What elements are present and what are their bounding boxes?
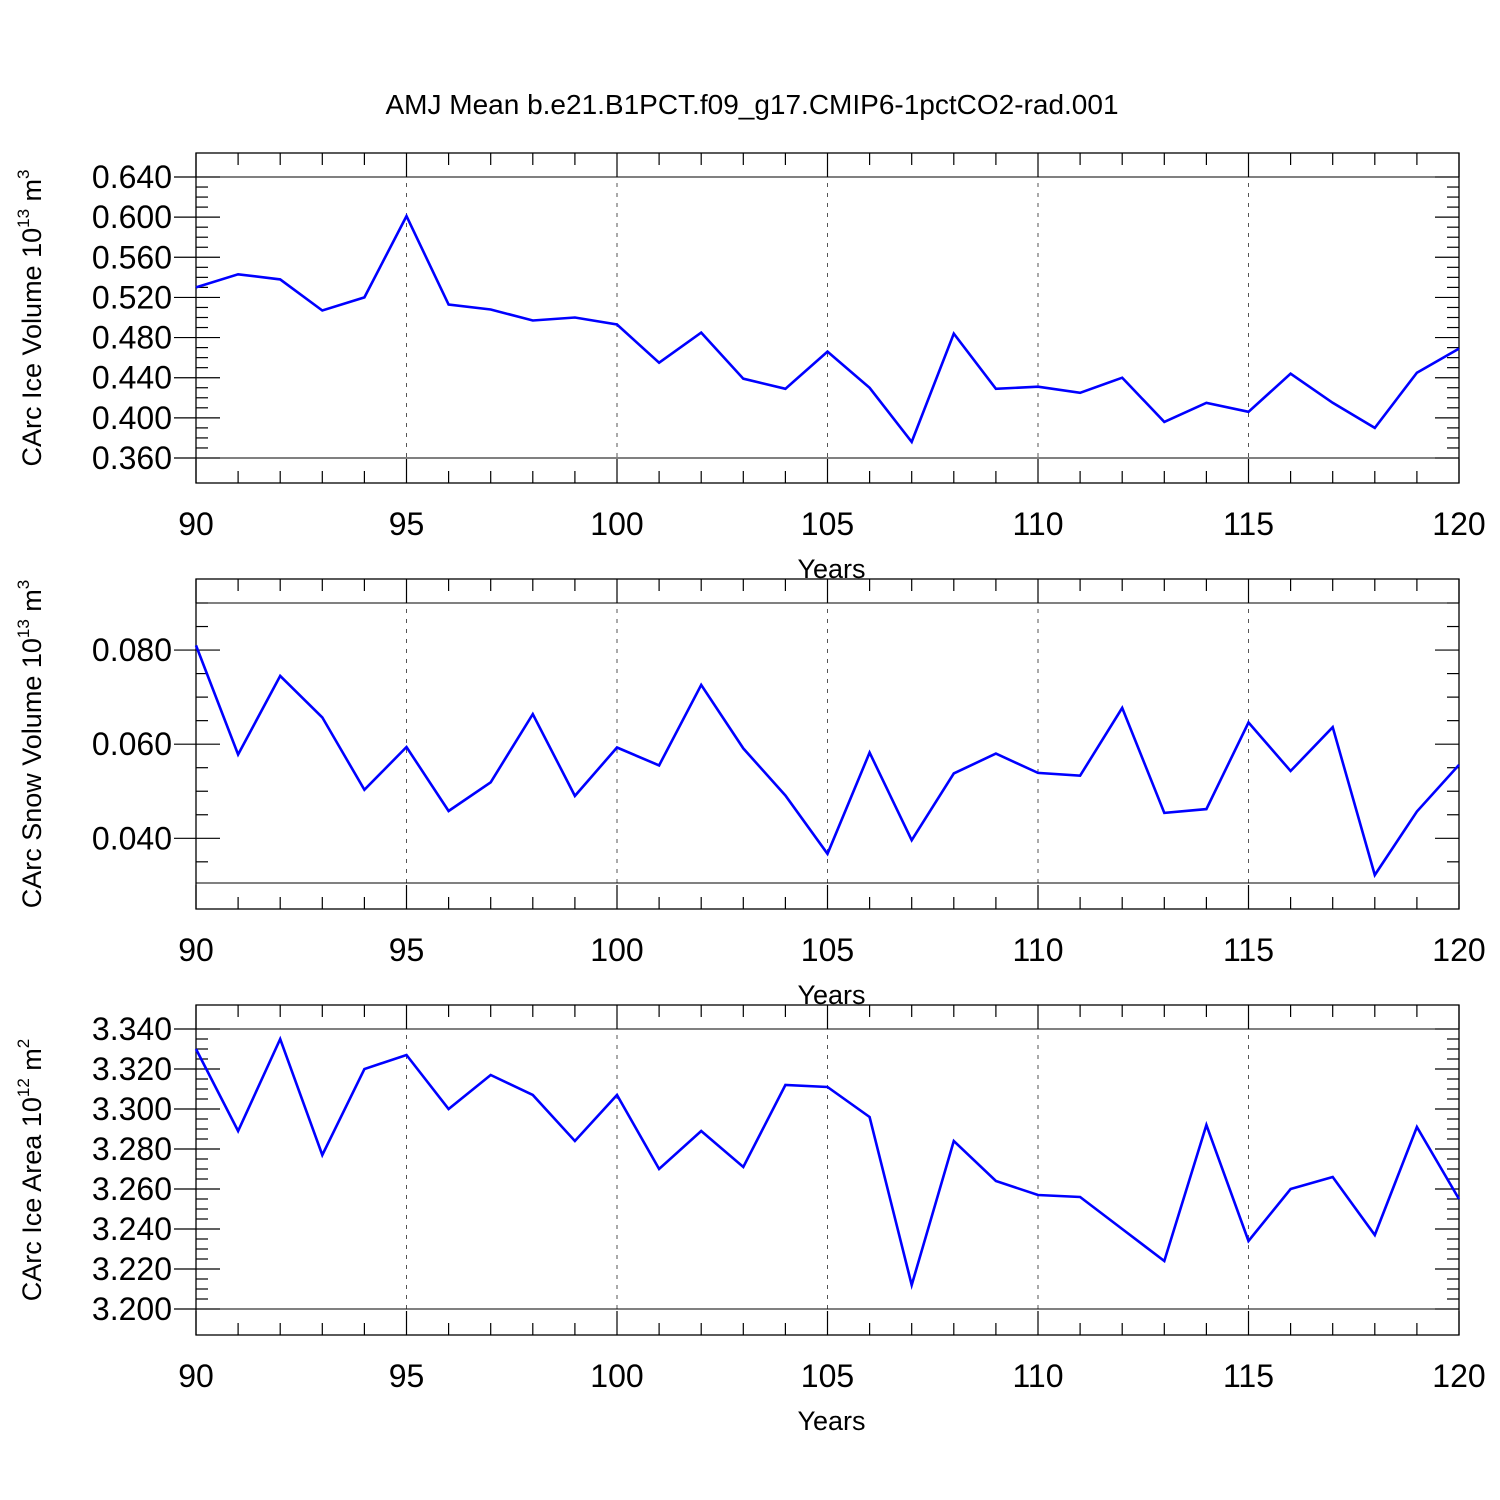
x-tick-label: 115	[1223, 1358, 1274, 1394]
y-axis-label-superscript: 13	[14, 209, 33, 228]
y-tick-label: 3.300	[92, 1091, 172, 1127]
y-axis-label-superscript: 13	[14, 619, 33, 638]
y-tick-label: 0.480	[92, 320, 172, 356]
y-tick-label: 3.320	[92, 1051, 172, 1087]
y-tick-label: 0.600	[92, 199, 172, 235]
panel-1: 0.360 0.400 0.440 0.480 0.520 0.560 0.600 0.640…	[14, 152, 1486, 584]
data-series-line	[194, 1035, 1461, 1290]
x-tick-label: 110	[1012, 506, 1063, 542]
x-tick-label: 90	[178, 1358, 214, 1394]
x-tick-label: 95	[389, 1358, 425, 1394]
y-tick-label: 3.260	[92, 1171, 172, 1207]
x-tick-label: 95	[389, 506, 425, 542]
y-axis-label: CArc Snow Volume 1013 m3	[14, 580, 47, 909]
y-tick-label: 0.560	[92, 239, 172, 275]
y-axis-label-superscript: 12	[14, 1078, 33, 1097]
y-tick-label: 0.080	[92, 632, 172, 668]
x-tick-label: 120	[1432, 506, 1485, 542]
x-tick-label: 100	[590, 1358, 643, 1394]
y-tick-label: 3.200	[92, 1291, 172, 1327]
y-axis-label: CArc Ice Volume 1013 m3	[14, 169, 47, 466]
x-tick-label: 105	[801, 1358, 854, 1394]
y-tick-label: 3.340	[92, 1011, 172, 1047]
y-tick-label: 3.240	[92, 1211, 172, 1247]
y-tick-label: 3.220	[92, 1251, 172, 1287]
chart-panels: 0.360 0.400 0.440 0.480 0.520 0.560 0.600 0.640…	[14, 152, 1486, 1436]
y-tick-label: 0.440	[92, 360, 172, 396]
y-axis-label-superscript: 3	[14, 580, 33, 589]
y-tick-label: 0.360	[92, 440, 172, 476]
y-tick-label: 3.280	[92, 1131, 172, 1167]
y-axis-label-superscript: 2	[14, 1039, 33, 1048]
y-axis-label-text: CArc Ice Area 10	[17, 1097, 47, 1301]
x-tick-label: 90	[178, 932, 214, 968]
data-series-line	[194, 644, 1460, 879]
x-tick-label: 115	[1223, 506, 1274, 542]
x-tick-label: 100	[590, 932, 643, 968]
data-series-line	[195, 213, 1460, 445]
y-tick-label: 0.040	[92, 820, 172, 856]
x-tick-label: 110	[1012, 932, 1063, 968]
y-axis-label-text: CArc Snow Volume 10	[17, 638, 47, 908]
y-axis-label-text: CArc Ice Volume 10	[17, 228, 47, 467]
y-axis-label-superscript: 3	[14, 169, 33, 178]
y-tick-label: 0.060	[92, 726, 172, 762]
y-axis-label-text: m	[17, 589, 47, 619]
x-tick-label: 90	[178, 506, 214, 542]
panel-3: 3.200 3.220 3.240 3.260 3.280 3.300 3.320 3.340…	[14, 1004, 1486, 1436]
x-tick-label: 110	[1012, 1358, 1063, 1394]
x-tick-label: 115	[1223, 932, 1274, 968]
y-tick-label: 0.640	[92, 159, 172, 195]
y-tick-label: 0.520	[92, 279, 172, 315]
x-tick-label: 105	[801, 932, 854, 968]
chart-title: AMJ Mean b.e21.B1PCT.f09_g17.CMIP6-1pctC…	[385, 89, 1118, 120]
x-tick-label: 120	[1432, 932, 1485, 968]
x-tick-label: 105	[801, 506, 854, 542]
y-axis-label-text: m	[17, 179, 47, 209]
x-tick-label: 100	[590, 506, 643, 542]
x-axis-label: Years	[797, 1406, 865, 1436]
y-tick-label: 0.400	[92, 400, 172, 436]
y-axis-label: CArc Ice Area 1012 m2	[14, 1039, 47, 1302]
x-tick-label: 95	[389, 932, 425, 968]
x-tick-label: 120	[1432, 1358, 1485, 1394]
y-axis-label-text: m	[17, 1048, 47, 1078]
